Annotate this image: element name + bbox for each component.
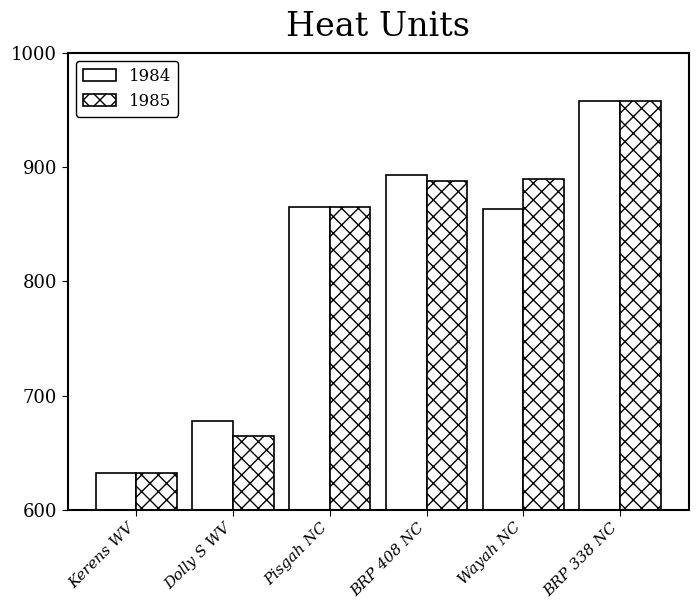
Bar bbox=[580, 101, 620, 510]
Bar bbox=[426, 181, 467, 510]
Bar bbox=[620, 101, 661, 510]
Legend: 1984, 1985: 1984, 1985 bbox=[76, 61, 178, 117]
Bar bbox=[386, 175, 426, 510]
Title: Heat Units: Heat Units bbox=[286, 11, 470, 43]
Bar bbox=[330, 207, 370, 510]
Bar bbox=[289, 207, 330, 510]
Bar bbox=[233, 436, 274, 510]
Bar bbox=[483, 209, 524, 510]
Bar bbox=[96, 473, 136, 510]
Bar bbox=[136, 473, 177, 510]
Bar bbox=[524, 179, 564, 510]
Bar bbox=[193, 421, 233, 510]
